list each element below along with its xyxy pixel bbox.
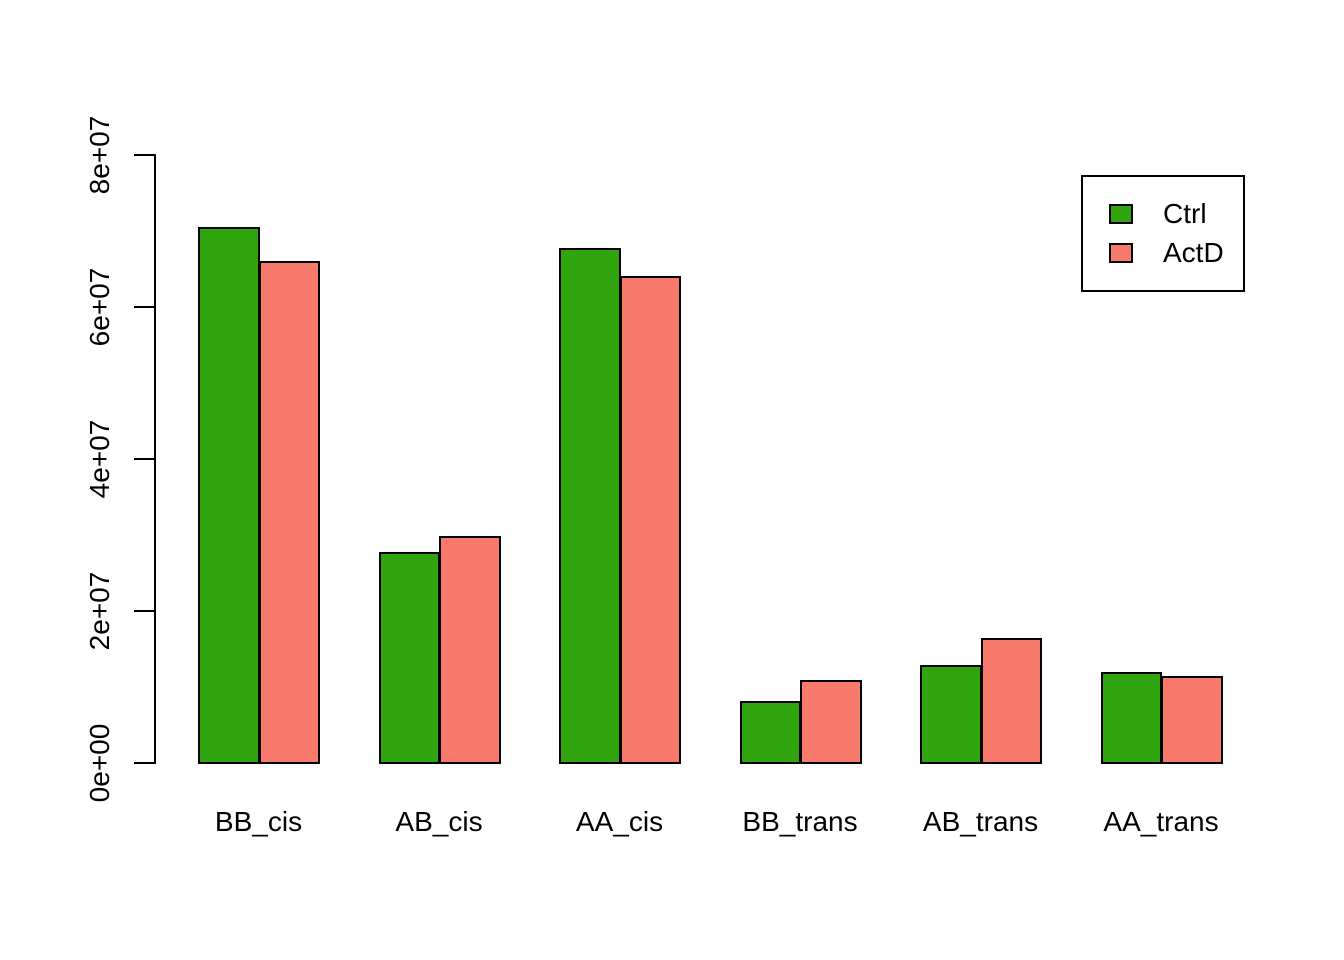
y-tick xyxy=(134,458,154,460)
bar-AA_trans-ActD xyxy=(1161,676,1223,764)
x-category-label-AA_cis: AA_cis xyxy=(575,806,664,837)
legend: Ctrl ActD xyxy=(1081,175,1245,292)
bar-AA_cis-Ctrl xyxy=(559,247,621,764)
bar-AB_trans-ActD xyxy=(980,638,1042,764)
x-category-label-AB_cis: AB_cis xyxy=(395,806,483,837)
bar-BB_cis-ActD xyxy=(258,260,320,764)
x-category-label-BB_cis: BB_cis xyxy=(214,806,303,837)
legend-item-ctrl: Ctrl xyxy=(1109,199,1243,229)
y-tick xyxy=(134,610,154,612)
legend-item-actd: ActD xyxy=(1109,238,1243,268)
bar-BB_cis-Ctrl xyxy=(198,227,260,764)
bar-AB_trans-Ctrl xyxy=(920,664,982,764)
x-category-label-BB_trans: BB_trans xyxy=(742,806,858,837)
bar-AA_trans-Ctrl xyxy=(1100,671,1162,764)
x-category-label-AB_trans: AB_trans xyxy=(922,806,1039,837)
y-tick-label: 6e+07 xyxy=(84,267,115,347)
bar-AB_cis-Ctrl xyxy=(378,551,440,764)
legend-swatch-ctrl-icon xyxy=(1109,204,1133,224)
y-tick-label: 4e+07 xyxy=(84,419,115,499)
y-tick xyxy=(134,306,154,308)
x-category-label-AA_trans: AA_trans xyxy=(1103,806,1219,837)
y-tick xyxy=(134,762,154,764)
legend-swatch-actd-icon xyxy=(1109,243,1133,263)
y-tick-label: 8e+07 xyxy=(84,115,115,195)
bar-AA_cis-ActD xyxy=(619,275,681,764)
legend-label-actd: ActD xyxy=(1163,237,1224,268)
legend-label-ctrl: Ctrl xyxy=(1163,198,1207,229)
y-tick xyxy=(134,154,154,156)
bar-BB_trans-Ctrl xyxy=(739,701,801,764)
y-tick-label: 0e+00 xyxy=(84,723,115,803)
bar-AB_cis-ActD xyxy=(439,535,501,764)
bar-BB_trans-ActD xyxy=(800,680,862,764)
y-axis-line xyxy=(154,154,156,764)
y-tick-label: 2e+07 xyxy=(84,571,115,651)
